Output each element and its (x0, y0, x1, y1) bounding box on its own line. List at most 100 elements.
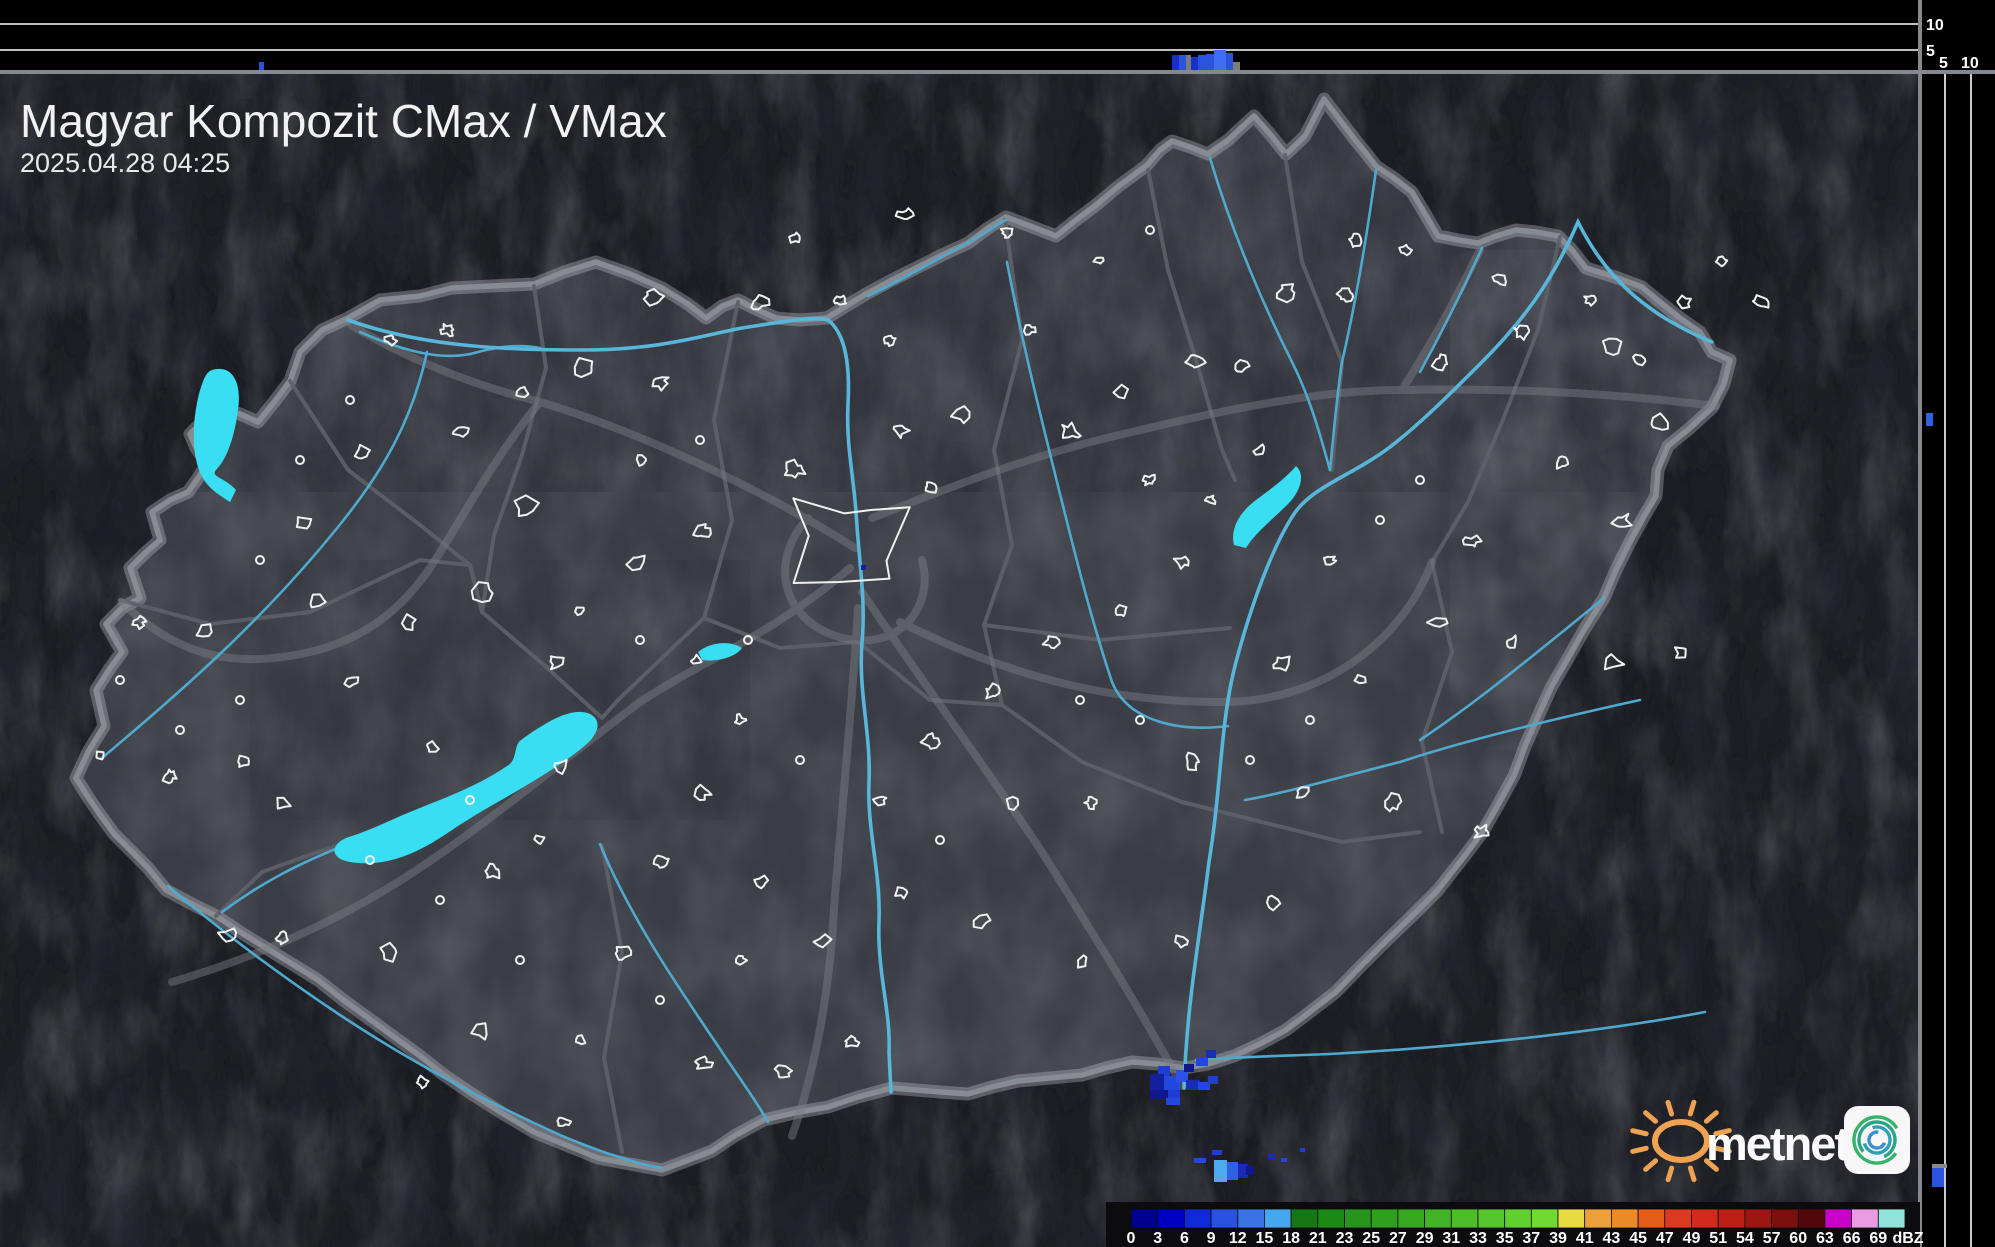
top-profile-bar (1191, 57, 1198, 70)
legend-tick-label: 66 (1843, 1230, 1861, 1247)
legend-tick-label: 47 (1656, 1230, 1674, 1247)
legend-cell (1130, 1208, 1159, 1229)
right-profile-bar (1932, 1164, 1947, 1168)
legend-cell (1584, 1208, 1612, 1229)
top-profile-bar (1198, 55, 1206, 70)
legend-tick-label: 33 (1469, 1230, 1487, 1247)
legend-cell (1210, 1208, 1239, 1229)
legend-cell (1450, 1208, 1479, 1229)
radar-echo-cell (1212, 1150, 1222, 1155)
radar-echo-cell (1206, 1050, 1216, 1058)
legend-cell (1717, 1208, 1746, 1229)
legend-tick-label: 69 (1869, 1230, 1887, 1247)
reflectivity-legend: 0 3 6 9 12 15 18 21 23 25 27 29 31 33 35 37 39 41 43 45 47 49… (1106, 1202, 1924, 1247)
legend-tick-label: 31 (1442, 1230, 1460, 1247)
legend-cell (1184, 1208, 1212, 1229)
legend-tick-label: 23 (1336, 1230, 1354, 1247)
radar-echo-cell (1186, 1080, 1200, 1090)
top-profile-bar (1233, 62, 1240, 70)
lake-velence (698, 643, 742, 661)
radar-echo-cell (1158, 1066, 1170, 1076)
lake-ferto (193, 368, 239, 502)
radar-echo-cell (1168, 1090, 1180, 1098)
legend-cell (1771, 1208, 1799, 1229)
radar-echo-cell (1184, 1064, 1194, 1072)
legend-cell (1397, 1208, 1426, 1229)
legend-cell (1664, 1208, 1692, 1229)
top-profile-bar (1226, 53, 1233, 70)
radar-echo-cell (1214, 1160, 1227, 1182)
radar-echo-cell (1176, 1070, 1188, 1082)
legend-tick-label: 37 (1522, 1230, 1540, 1247)
logo-wordmark: metnet (1706, 1117, 1850, 1170)
radar-echo-cell (861, 565, 866, 570)
legend-tick-label: 57 (1763, 1230, 1781, 1247)
lake-tisza (1233, 466, 1302, 548)
legend-cell (1370, 1208, 1399, 1229)
legend-cell (1637, 1208, 1666, 1229)
radar-echo-cell (1238, 1164, 1248, 1178)
legend-cell (1424, 1208, 1452, 1229)
legend-cell (1611, 1208, 1639, 1229)
right-profile-bars (1926, 413, 1947, 1187)
rivers (100, 156, 1707, 1170)
top-profile-strip (0, 0, 1920, 72)
legend-tick-label: 29 (1416, 1230, 1434, 1247)
legend-cell (1851, 1208, 1879, 1229)
map-area (0, 72, 1920, 1247)
top-profile-bar (1214, 50, 1226, 70)
metnet-spiral-icon (1844, 1106, 1910, 1174)
legend-cell (1744, 1208, 1773, 1229)
settlement-outlines (95, 207, 1770, 1127)
danube-tisza-rivers (346, 217, 1714, 1094)
profile-scale-corner: 10 5 5 10 (1920, 0, 1995, 72)
top-profile-bar (1172, 55, 1179, 70)
radar-echo-cell (1281, 1158, 1287, 1162)
legend-tick-label: 27 (1389, 1230, 1407, 1247)
radar-echo-cell (1166, 1098, 1180, 1105)
top-axis-label-10: 10 (1926, 17, 1944, 34)
legend-unit-label: dBZ (1892, 1230, 1923, 1247)
legend-tick-label: 54 (1736, 1230, 1754, 1247)
legend-cell (1877, 1208, 1906, 1229)
lakes (193, 368, 1302, 864)
page-title: Magyar Kompozit CMax / VMax (20, 95, 667, 147)
radar-echo-cell (1194, 1158, 1206, 1163)
legend-cell (1290, 1208, 1319, 1229)
legend-tick-label: 9 (1207, 1230, 1216, 1247)
legend-tick-label: 3 (1153, 1230, 1162, 1247)
legend-cell (1504, 1208, 1532, 1229)
legend-cell (1157, 1208, 1185, 1229)
legend-cell (1557, 1208, 1586, 1229)
right-axis-label-5: 5 (1939, 55, 1948, 72)
right-profile-bar (1932, 1168, 1944, 1187)
right-axis-label-10: 10 (1961, 55, 1979, 72)
radar-echo-cell (1150, 1090, 1168, 1100)
radar-echo-cell (1150, 1074, 1164, 1090)
top-axis-label-5: 5 (1926, 43, 1935, 60)
legend-labels: 0 3 6 9 12 15 18 21 23 25 27 29 31 33 35 37 39 41 43 45 47 49… (1127, 1230, 1924, 1247)
right-profile-bar (1926, 413, 1933, 426)
legend-cell (1264, 1208, 1292, 1229)
lake-balaton (334, 711, 598, 864)
legend-cell (1344, 1208, 1372, 1229)
legend-cell (1477, 1208, 1506, 1229)
legend-cell (1691, 1208, 1719, 1229)
legend-tick-label: 39 (1549, 1230, 1567, 1247)
legend-tick-label: 41 (1576, 1230, 1594, 1247)
legend-tick-label: 15 (1256, 1230, 1274, 1247)
radar-echo-cell (1268, 1154, 1275, 1159)
radar-echo-cell (1208, 1076, 1218, 1084)
legend-tick-label: 0 (1127, 1230, 1136, 1247)
top-profile-bars (259, 50, 1240, 70)
radar-echo-cell (1300, 1148, 1305, 1152)
legend-tick-label: 60 (1789, 1230, 1807, 1247)
timestamp: 2025.04.28 04:25 (20, 148, 230, 178)
top-profile-bar (1179, 55, 1186, 70)
legend-cell (1237, 1208, 1265, 1229)
legend-tick-label: 43 (1603, 1230, 1621, 1247)
legend-cell (1824, 1208, 1853, 1229)
radar-echo-cell (1227, 1162, 1238, 1180)
